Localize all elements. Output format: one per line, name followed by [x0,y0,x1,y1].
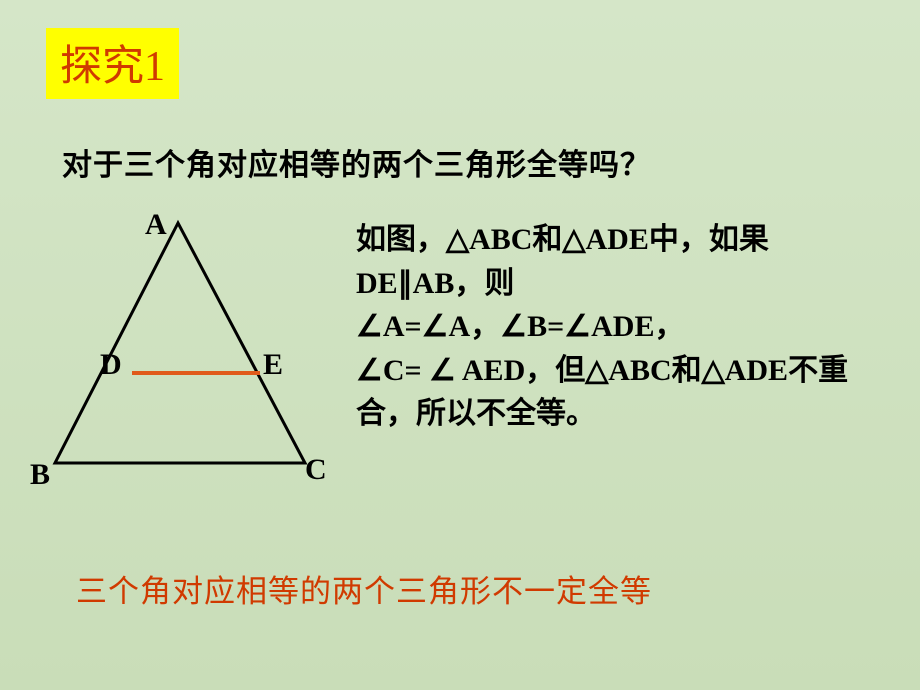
label-b: B [30,458,50,492]
title-text: 探究1 [60,44,165,90]
exp-s1c: 和 [532,223,562,256]
conclusion-text: 三个角对应相等的两个三角形不一定全等 [76,566,652,611]
exp-s3d: 和 [672,354,702,387]
label-e: E [263,348,283,382]
triangle-figure: A B C D E [30,198,340,503]
exp-s2a: ∠A=∠A [356,310,470,343]
exp-s2b: ， [470,310,500,343]
triangle-abc [55,223,305,463]
exp-s2c: ∠B=∠ADE [500,310,654,343]
triangle-svg [30,198,340,498]
exp-s1e: 中，如果 [649,223,769,256]
exp-s1a: 如图， [356,223,446,256]
label-a: A [145,208,167,242]
title-box: 探究1 [46,28,179,99]
exp-s1b: △ABC [446,223,532,256]
exp-s1d: △ADE [562,223,648,256]
label-c: C [305,453,327,487]
exp-s3a: ∠C= ∠ AED [356,354,525,387]
exp-s3b: ，但 [525,354,585,387]
explanation-block: 如图，△ABC和△ADE中，如果 DE∥AB，则 ∠A=∠A，∠B=∠ADE， … [356,218,886,436]
label-d: D [100,348,122,382]
question-text: 对于三个角对应相等的两个三角形全等吗？ [62,140,651,184]
exp-s1g: ，则 [454,267,514,300]
exp-s3e: △ADE [702,354,788,387]
exp-s1f: DE∥AB [356,267,454,300]
exp-s3c: △ABC [585,354,671,387]
exp-s2d: ， [654,310,684,343]
